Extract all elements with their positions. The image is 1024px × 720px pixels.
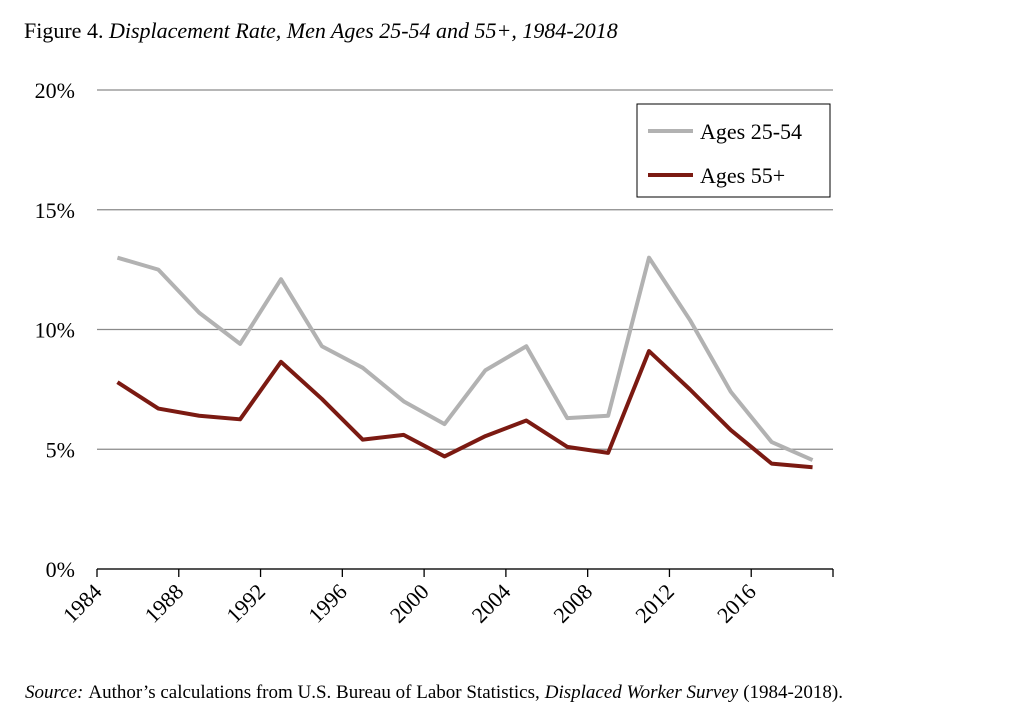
legend-label: Ages 55+ <box>700 163 785 188</box>
y-tick-label: 0% <box>46 557 75 582</box>
y-tick-label: 5% <box>46 437 75 462</box>
x-tick-label: 2008 <box>548 579 597 628</box>
x-tick-label: 1984 <box>58 579 107 628</box>
x-tick-label: 2012 <box>630 579 679 628</box>
x-tick-label: 2004 <box>467 579 516 628</box>
source-part: Displaced Worker Survey <box>544 682 739 703</box>
y-tick-label: 10% <box>35 318 75 343</box>
source-part: (1984-2018). <box>743 682 843 703</box>
chart-title: Figure 4. Displacement Rate, Men Ages 25… <box>24 18 618 43</box>
y-tick-label: 15% <box>35 198 75 223</box>
x-tick-label: 1996 <box>303 579 352 628</box>
source-part: Author’s calculations from U.S. Bureau o… <box>88 682 539 703</box>
source-note: Source: Author’s calculations from U.S. B… <box>25 682 843 703</box>
title-label: Figure 4. <box>24 18 103 43</box>
line-series <box>116 349 813 470</box>
title-text: Displacement Rate, Men Ages 25-54 and 55… <box>108 18 618 43</box>
legend-label: Ages 25-54 <box>700 119 802 144</box>
x-tick-label: 1992 <box>221 579 270 628</box>
line-series <box>116 255 814 462</box>
legend-box <box>636 103 831 198</box>
x-tick-label: 2000 <box>385 579 434 628</box>
x-tick-label: 2016 <box>712 579 761 628</box>
x-tick-label: 1988 <box>140 579 189 628</box>
source-part: Source: <box>25 682 83 703</box>
y-tick-label: 20% <box>35 78 75 103</box>
